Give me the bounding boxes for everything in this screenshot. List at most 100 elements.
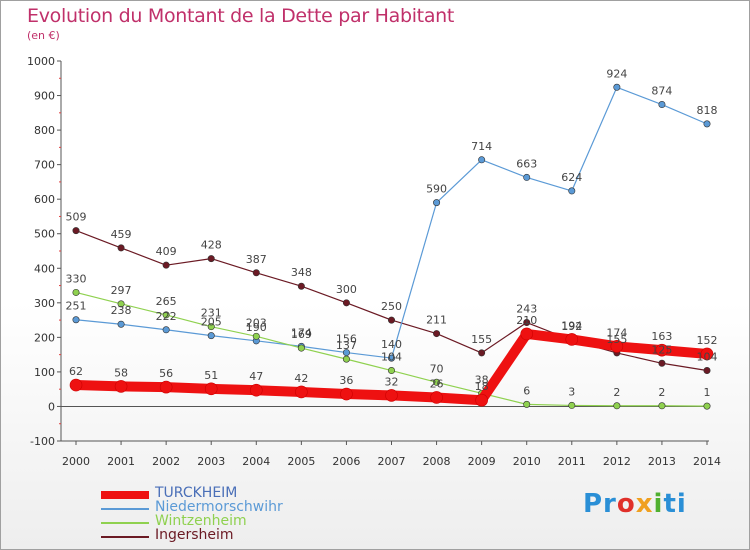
- y-tick-label: -100: [30, 435, 55, 448]
- data-label: 56: [159, 367, 173, 380]
- data-label: 137: [336, 339, 357, 352]
- data-point: [117, 320, 125, 328]
- data-label: 250: [381, 300, 402, 313]
- data-label: 42: [294, 372, 308, 385]
- x-tick-label: 2010: [513, 455, 541, 468]
- data-label: 70: [430, 362, 444, 375]
- data-label: 243: [516, 303, 537, 316]
- x-tick-label: 2007: [378, 455, 406, 468]
- data-point: [433, 330, 441, 338]
- data-point: [613, 402, 621, 410]
- data-label: 663: [516, 157, 537, 170]
- data-point: [523, 173, 531, 181]
- x-tick-label: 2006: [332, 455, 360, 468]
- data-point: [162, 326, 170, 334]
- data-label: 36: [339, 374, 353, 387]
- data-point: [207, 332, 215, 340]
- data-point: [523, 400, 531, 408]
- y-tick-label: 0: [48, 400, 55, 413]
- data-label: 62: [69, 365, 83, 378]
- data-label: 924: [606, 67, 627, 80]
- logo-part: o: [616, 489, 636, 519]
- data-point: [387, 316, 395, 324]
- x-tick-label: 2009: [468, 455, 496, 468]
- logo-part: x: [635, 489, 654, 519]
- y-tick-label: 700: [34, 159, 55, 172]
- data-label: 3: [568, 385, 575, 398]
- data-point: [565, 333, 579, 346]
- x-tick-label: 2001: [107, 455, 135, 468]
- legend-label: Niedermorschwihr: [155, 499, 283, 515]
- data-point: [162, 261, 170, 269]
- y-tick-label: 200: [34, 331, 55, 344]
- legend-swatch: [101, 536, 149, 538]
- x-tick-label: 2003: [197, 455, 225, 468]
- data-label: 174: [606, 326, 627, 339]
- data-point: [252, 269, 260, 277]
- x-tick-label: 2000: [62, 455, 90, 468]
- data-label: 459: [111, 228, 132, 241]
- data-label: 211: [426, 314, 447, 327]
- data-label: 174: [291, 326, 312, 339]
- data-label: 190: [246, 321, 267, 334]
- logo-part: i: [653, 489, 664, 519]
- y-tick-label: 100: [34, 366, 55, 379]
- legend-swatch: [101, 508, 149, 510]
- x-tick-label: 2005: [287, 455, 315, 468]
- y-tick-label: 900: [34, 90, 55, 103]
- x-tick-label: 2004: [242, 455, 270, 468]
- data-point: [297, 282, 305, 290]
- data-point: [342, 299, 350, 307]
- data-label: 238: [111, 304, 132, 317]
- data-label: 509: [66, 211, 87, 224]
- y-tick-label: 300: [34, 297, 55, 310]
- data-point: [658, 359, 666, 367]
- data-label: 32: [385, 375, 399, 388]
- data-point: [568, 187, 576, 195]
- data-label: 47: [249, 370, 263, 383]
- data-point: [703, 367, 711, 375]
- x-tick-label: 2011: [558, 455, 586, 468]
- data-point: [478, 156, 486, 164]
- data-label: 163: [651, 330, 672, 343]
- data-label: 300: [336, 283, 357, 296]
- data-label: 251: [66, 300, 87, 313]
- y-tick-label: 500: [34, 228, 55, 241]
- x-tick-label: 2002: [152, 455, 180, 468]
- data-point: [520, 327, 534, 341]
- data-label: 210: [516, 314, 537, 327]
- data-point: [387, 367, 395, 375]
- data-point: [342, 355, 350, 363]
- data-label: 6: [523, 384, 530, 397]
- logo-part: Pr: [583, 489, 617, 519]
- data-point: [655, 343, 669, 357]
- data-label: 192: [561, 320, 582, 333]
- data-point: [72, 316, 80, 324]
- data-label: 297: [111, 284, 132, 297]
- data-point: [385, 389, 398, 402]
- data-label: 169: [291, 328, 312, 341]
- data-point: [159, 380, 173, 394]
- data-label: 387: [246, 253, 267, 266]
- data-point: [117, 300, 125, 308]
- data-label: 428: [201, 239, 222, 252]
- data-point: [613, 83, 621, 91]
- legend-label: Wintzenheim: [155, 513, 247, 529]
- data-label: 348: [291, 266, 312, 279]
- data-point: [117, 244, 125, 252]
- data-point: [295, 385, 308, 399]
- y-tick-label: 400: [34, 262, 55, 275]
- legend-swatch: [101, 522, 149, 524]
- proxiti-logo: Proxiti: [583, 489, 687, 519]
- data-label: 156: [336, 333, 357, 346]
- x-tick-label: 2008: [423, 455, 451, 468]
- data-label: 38: [475, 373, 489, 386]
- data-label: 205: [201, 316, 222, 329]
- data-label: 18: [475, 380, 489, 393]
- data-label: 330: [66, 272, 87, 285]
- data-point: [478, 349, 486, 357]
- data-label: 624: [561, 171, 582, 184]
- data-label: 874: [651, 85, 672, 98]
